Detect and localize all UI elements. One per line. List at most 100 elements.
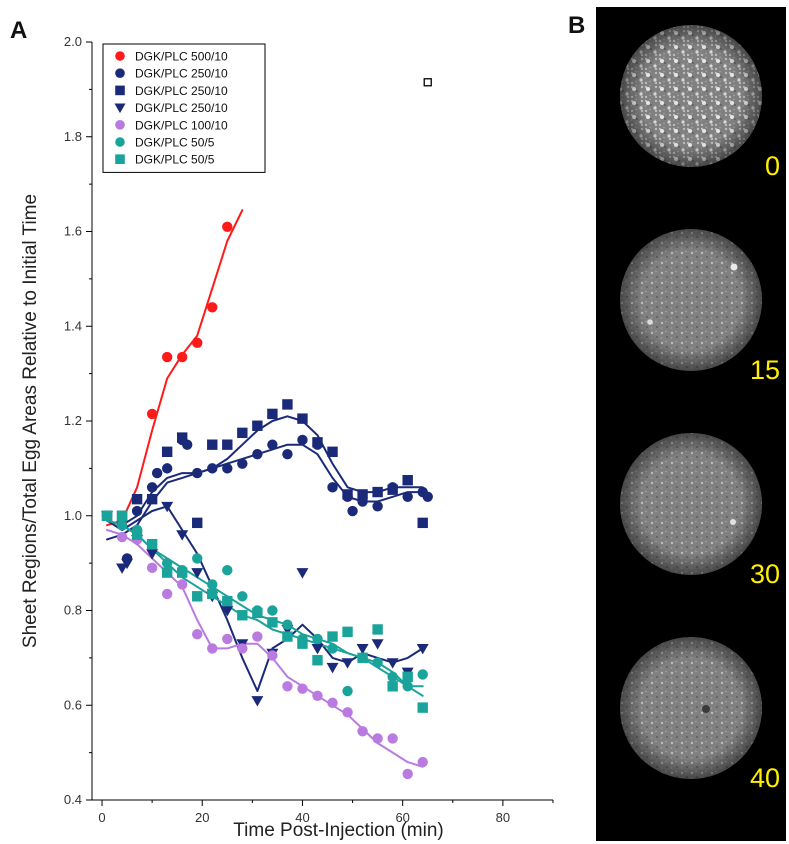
data-point-series-2 (342, 489, 353, 500)
data-point-series-4 (192, 628, 203, 640)
legend-entry: DGK/PLC 500/10 (135, 50, 228, 64)
legend-box (102, 43, 266, 173)
data-point-series-4 (342, 707, 353, 718)
frame-time-label: 30 (750, 559, 780, 589)
data-point-series-2 (312, 437, 323, 448)
y-tick-label: 1.0 (64, 508, 82, 523)
open-square-marker (423, 78, 432, 87)
data-point-series-0 (222, 221, 233, 232)
data-point-series-3 (116, 563, 129, 574)
data-point-series-4 (161, 588, 173, 600)
data-point-series-1 (297, 434, 308, 446)
egg-frame: 30 (620, 433, 780, 589)
legend-marker (115, 120, 125, 130)
legend: DGK/PLC 500/10 DGK/PLC 250/10 DGK/PLC 250/… (102, 43, 266, 173)
data-point-series-5 (372, 657, 383, 668)
dark-spot (702, 705, 710, 713)
data-point-series-1 (207, 463, 218, 474)
x-tick-label: 60 (395, 810, 409, 825)
legend-entry: DGK/PLC 100/10 (135, 118, 228, 132)
legend-entry: DGK/PLC 250/10 (135, 67, 228, 81)
data-point-series-4 (312, 690, 323, 701)
panel-b-letter: B (568, 12, 585, 39)
data-point-series-5 (342, 685, 353, 697)
data-point-series-5 (207, 579, 218, 590)
x-tick-label: 0 (98, 810, 105, 825)
data-point-series-4 (417, 756, 428, 768)
data-point-series-1 (267, 439, 278, 450)
frame-time-label: 40 (750, 763, 780, 793)
data-point-series-4 (297, 683, 308, 694)
data-point-series-4 (116, 531, 128, 543)
y-tick-label: 0.6 (64, 697, 82, 712)
data-point-series-2 (237, 427, 248, 439)
legend-entry: DGK/PLC 50/5 (135, 136, 215, 150)
data-point-series-6 (327, 631, 338, 642)
data-point-series-4 (222, 633, 233, 645)
data-point-series-4 (372, 733, 383, 744)
scatter-plot: 0 20 40 60 80 0.4 0.6 0.8 1.0 1.2 1.4 1.6 1.8 2.0 Ti… (20, 34, 554, 841)
x-axis-title: Time Post-Injection (min) (233, 820, 443, 841)
fit-line-series-2 (106, 415, 424, 541)
data-point-series-6 (357, 652, 368, 664)
data-point-series-5 (312, 633, 323, 645)
data-point-series-5 (402, 681, 413, 692)
egg-frame: 15 (620, 229, 780, 385)
data-point-series-3 (146, 549, 159, 560)
egg-image-frames: 0 15 30 40 (620, 25, 780, 793)
data-point-series-5 (387, 671, 398, 683)
data-point-series-5 (161, 557, 173, 569)
data-point-series-1 (237, 458, 248, 469)
data-point-series-1 (347, 505, 358, 517)
y-tick-label: 1.6 (64, 224, 82, 239)
data-point-series-6 (192, 591, 203, 602)
data-markers (101, 221, 433, 780)
data-point-series-6 (417, 702, 428, 713)
fit-line-series-3 (106, 505, 424, 692)
data-point-series-3 (221, 606, 234, 617)
data-point-series-6 (101, 510, 113, 521)
legend-marker (115, 68, 125, 78)
panel-a-letter: A (10, 17, 27, 44)
data-point-series-3 (121, 558, 134, 570)
data-point-series-4 (176, 579, 188, 590)
data-point-series-6 (312, 655, 323, 666)
data-point-series-2 (146, 493, 158, 505)
data-point-series-0 (176, 351, 188, 363)
data-point-series-2 (372, 486, 383, 498)
data-point-series-2 (222, 439, 233, 450)
bright-spot (647, 319, 653, 325)
y-axis-ticks: 0.4 0.6 0.8 1.0 1.2 1.4 1.6 1.8 2.0 (64, 34, 92, 807)
data-point-series-6 (402, 671, 413, 683)
data-point-series-3 (371, 639, 384, 650)
data-point-series-4 (207, 643, 218, 654)
data-point-series-1 (161, 463, 173, 474)
data-point-series-3 (341, 658, 354, 669)
data-point-series-6 (116, 510, 128, 521)
bright-spot (730, 519, 736, 525)
y-tick-label: 2.0 (64, 34, 82, 49)
data-point-series-2 (131, 493, 143, 505)
egg-image-shading (620, 229, 762, 371)
legend-entry: DGK/PLC 50/5 (135, 153, 215, 167)
data-point-series-5 (327, 643, 338, 654)
data-point-series-6 (252, 607, 263, 619)
data-point-series-2 (297, 413, 308, 424)
data-point-series-2 (402, 475, 413, 486)
data-point-series-6 (297, 638, 308, 649)
data-point-series-1 (252, 448, 263, 460)
data-point-series-1 (402, 491, 413, 502)
data-point-series-2 (267, 408, 278, 420)
data-point-series-4 (146, 562, 158, 574)
data-point-series-1 (192, 467, 203, 479)
data-point-series-1 (222, 463, 233, 474)
data-point-series-5 (282, 619, 293, 630)
data-point-series-6 (282, 631, 293, 642)
data-point-series-4 (237, 643, 248, 654)
data-point-series-4 (267, 650, 278, 661)
data-point-series-3 (251, 696, 264, 707)
data-point-series-1 (422, 491, 433, 502)
legend-entry: DGK/PLC 250/10 (135, 84, 228, 98)
egg-image-shading (620, 25, 762, 167)
